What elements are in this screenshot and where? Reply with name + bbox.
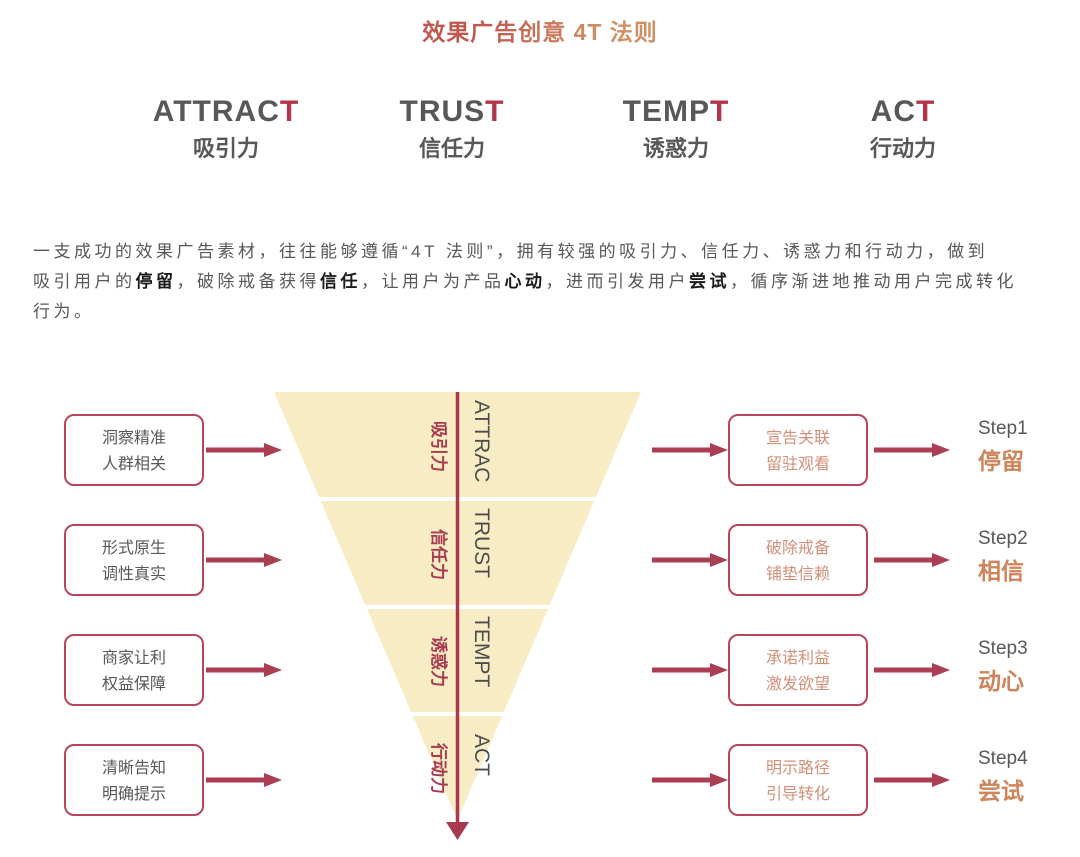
svg-text:TRUST: TRUST	[470, 508, 493, 578]
svg-text:诱惑力: 诱惑力	[429, 636, 449, 687]
svg-text:ATTRAC: ATTRAC	[470, 400, 493, 482]
svg-text:TEMPT: TEMPT	[470, 616, 493, 687]
svg-text:信任力: 信任力	[429, 529, 449, 580]
svg-text:行动力: 行动力	[429, 742, 449, 794]
svg-text:吸引力: 吸引力	[429, 421, 449, 472]
svg-text:ACT: ACT	[470, 734, 493, 776]
